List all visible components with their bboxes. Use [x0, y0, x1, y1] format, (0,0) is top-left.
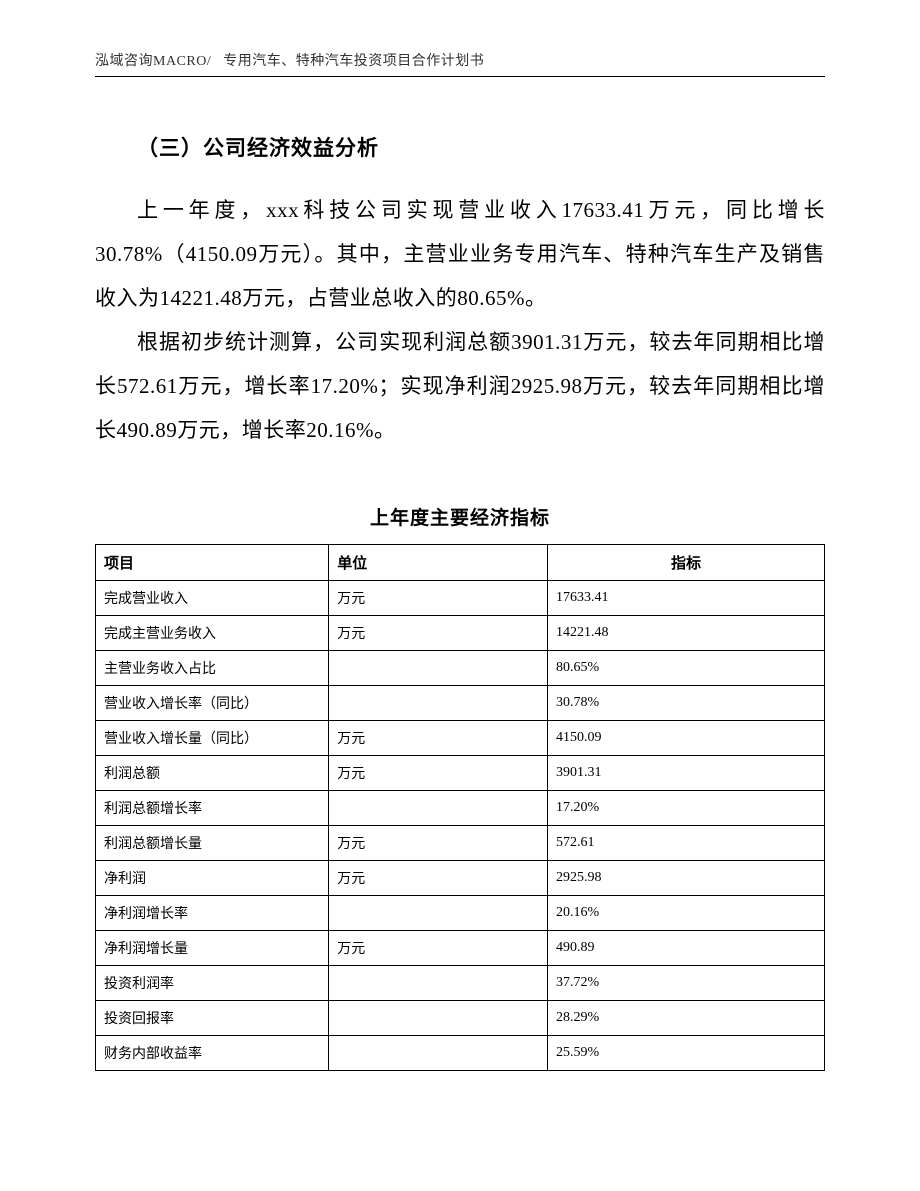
cell-unit	[329, 1035, 548, 1070]
economic-indicators-table: 项目 单位 指标 完成营业收入 万元 17633.41 完成主营业务收入 万元 …	[95, 544, 825, 1071]
document-page: 泓域咨询MACRO/ 专用汽车、特种汽车投资项目合作计划书 （三）公司经济效益分…	[0, 0, 920, 1121]
cell-unit	[329, 895, 548, 930]
table-row: 利润总额增长率 17.20%	[96, 790, 825, 825]
col-header-unit: 单位	[329, 544, 548, 580]
cell-item: 利润总额	[96, 755, 329, 790]
cell-item: 净利润	[96, 860, 329, 895]
cell-value: 3901.31	[547, 755, 824, 790]
cell-item: 投资利润率	[96, 965, 329, 1000]
cell-unit	[329, 685, 548, 720]
cell-unit: 万元	[329, 580, 548, 615]
cell-value: 4150.09	[547, 720, 824, 755]
cell-value: 20.16%	[547, 895, 824, 930]
table-row: 净利润 万元 2925.98	[96, 860, 825, 895]
cell-value: 80.65%	[547, 650, 824, 685]
table-body: 完成营业收入 万元 17633.41 完成主营业务收入 万元 14221.48 …	[96, 580, 825, 1070]
cell-value: 14221.48	[547, 615, 824, 650]
paragraph-1: 上一年度，xxx科技公司实现营业收入17633.41万元，同比增长30.78%（…	[95, 188, 825, 320]
cell-item: 利润总额增长率	[96, 790, 329, 825]
cell-unit: 万元	[329, 755, 548, 790]
cell-value: 28.29%	[547, 1000, 824, 1035]
cell-item: 投资回报率	[96, 1000, 329, 1035]
table-row: 净利润增长量 万元 490.89	[96, 930, 825, 965]
cell-value: 25.59%	[547, 1035, 824, 1070]
cell-unit	[329, 790, 548, 825]
cell-unit: 万元	[329, 825, 548, 860]
table-row: 投资回报率 28.29%	[96, 1000, 825, 1035]
cell-item: 净利润增长量	[96, 930, 329, 965]
cell-item: 营业收入增长率（同比）	[96, 685, 329, 720]
cell-unit: 万元	[329, 615, 548, 650]
table-row: 利润总额 万元 3901.31	[96, 755, 825, 790]
cell-value: 30.78%	[547, 685, 824, 720]
cell-unit	[329, 965, 548, 1000]
table-row: 净利润增长率 20.16%	[96, 895, 825, 930]
paragraph-block: 上一年度，xxx科技公司实现营业收入17633.41万元，同比增长30.78%（…	[95, 188, 825, 453]
header-right: 专用汽车、特种汽车投资项目合作计划书	[223, 54, 484, 69]
table-row: 财务内部收益率 25.59%	[96, 1035, 825, 1070]
cell-value: 17.20%	[547, 790, 824, 825]
cell-value: 17633.41	[547, 580, 824, 615]
cell-item: 主营业务收入占比	[96, 650, 329, 685]
cell-item: 利润总额增长量	[96, 825, 329, 860]
cell-item: 净利润增长率	[96, 895, 329, 930]
cell-item: 完成营业收入	[96, 580, 329, 615]
cell-unit: 万元	[329, 860, 548, 895]
table-row: 营业收入增长率（同比） 30.78%	[96, 685, 825, 720]
cell-unit: 万元	[329, 930, 548, 965]
table-header-row: 项目 单位 指标	[96, 544, 825, 580]
table-row: 完成主营业务收入 万元 14221.48	[96, 615, 825, 650]
section-title: （三）公司经济效益分析	[95, 132, 825, 162]
col-header-value: 指标	[547, 544, 824, 580]
cell-value: 37.72%	[547, 965, 824, 1000]
cell-value: 490.89	[547, 930, 824, 965]
table-row: 完成营业收入 万元 17633.41	[96, 580, 825, 615]
cell-item: 财务内部收益率	[96, 1035, 329, 1070]
cell-item: 营业收入增长量（同比）	[96, 720, 329, 755]
col-header-item: 项目	[96, 544, 329, 580]
cell-value: 2925.98	[547, 860, 824, 895]
page-header: 泓域咨询MACRO/ 专用汽车、特种汽车投资项目合作计划书	[95, 50, 825, 77]
table-row: 营业收入增长量（同比） 万元 4150.09	[96, 720, 825, 755]
cell-unit: 万元	[329, 720, 548, 755]
paragraph-2: 根据初步统计测算，公司实现利润总额3901.31万元，较去年同期相比增长572.…	[95, 320, 825, 452]
cell-unit	[329, 650, 548, 685]
cell-value: 572.61	[547, 825, 824, 860]
header-left: 泓域咨询MACRO/	[95, 54, 211, 69]
cell-item: 完成主营业务收入	[96, 615, 329, 650]
cell-unit	[329, 1000, 548, 1035]
table-row: 利润总额增长量 万元 572.61	[96, 825, 825, 860]
table-row: 主营业务收入占比 80.65%	[96, 650, 825, 685]
table-row: 投资利润率 37.72%	[96, 965, 825, 1000]
table-title: 上年度主要经济指标	[95, 503, 825, 530]
